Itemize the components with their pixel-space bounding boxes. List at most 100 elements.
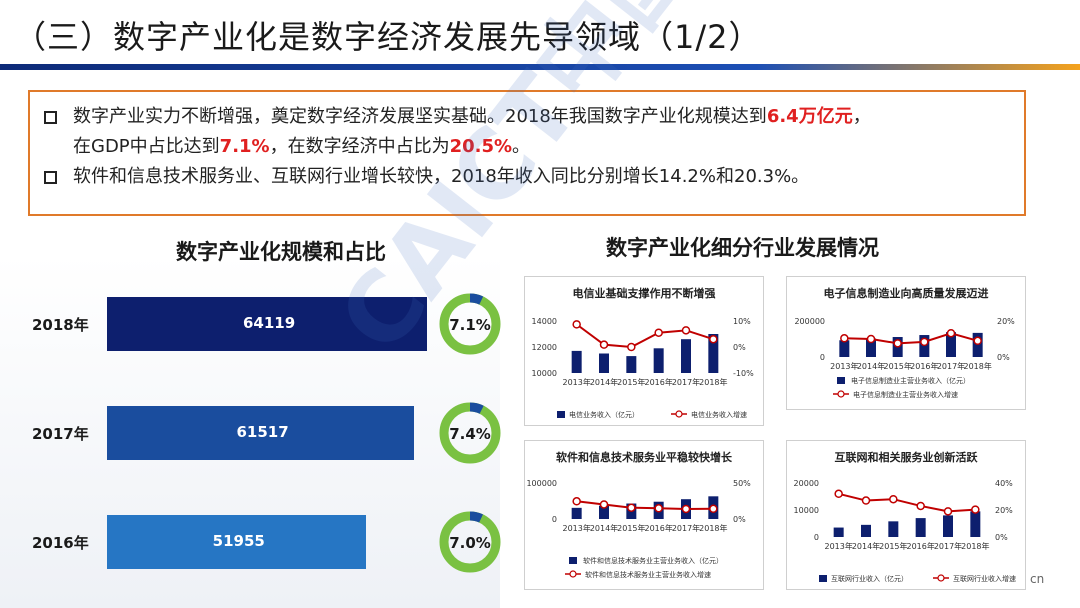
growth-point (916, 501, 925, 511)
panel-telecom: 电信业基础支撑作用不断增强 10000 12000 14000 -10% 0% 10% 20… (524, 276, 764, 426)
growth-line (576, 500, 714, 510)
bar-value-label: 51955 (212, 532, 265, 550)
legend-bar-swatch (569, 557, 577, 564)
donut-share-segment (439, 402, 501, 464)
growth-line (838, 492, 976, 513)
x-tick-label: 2014年 (590, 377, 618, 387)
x-tick-label: 2018年 (699, 523, 727, 533)
bar (599, 353, 609, 373)
x-tick-label: 2018年 (963, 361, 991, 371)
growth-point (971, 505, 980, 514)
panel-electronics: 电子信息制造业向高质量发展迈进 0 200000 0% 20% 2013年 2014年 20… (786, 276, 1026, 410)
bar (970, 511, 981, 537)
y2-tick-label: 50% (733, 479, 751, 488)
share-label: 7.1% (449, 316, 491, 334)
legend-line-marker (937, 574, 945, 582)
bullet-1-text-b: ， (852, 106, 871, 127)
growth-point (681, 504, 691, 514)
growth-point (861, 496, 871, 505)
y2-tick-label: -10% (733, 369, 754, 378)
x-tick-label: 2014年 (857, 361, 885, 371)
x-tick-label: 2016年 (910, 361, 938, 371)
legend-bar-swatch (819, 575, 827, 582)
growth-point (946, 328, 956, 338)
right-chart-title: 数字产业化细分行业发展情况 (606, 236, 879, 260)
growth-point (840, 334, 849, 343)
bar (708, 334, 719, 373)
growth-point (654, 328, 663, 337)
legend-line-marker (675, 410, 683, 418)
y-tick-label: 100000 (526, 479, 557, 488)
growth-point (599, 500, 609, 509)
bar (888, 521, 899, 537)
bar (833, 527, 844, 537)
growth-point (709, 334, 718, 344)
legend-bar-label: 电信业务收入（亿元） (569, 410, 639, 419)
highlight-gdp-share: 7.1% (219, 136, 270, 157)
y-tick-label: 10000 (532, 369, 557, 378)
y2-tick-label: 0% (733, 343, 746, 352)
bullet-1-text-d: ，在数字经济中占比为 (269, 136, 450, 157)
bar-category-label: 2018年 (32, 316, 89, 334)
donut-share-segment (439, 511, 501, 573)
bar (861, 524, 871, 537)
growth-point (572, 320, 581, 329)
page-title: （三）数字产业化是数字经济发展先导领域（1/2） (14, 18, 762, 56)
electronics-chart-svg: 0 200000 0% 20% 2013年2014年2015年2016年2017年201… (794, 317, 1015, 399)
growth-point (834, 489, 843, 499)
growth-point (627, 342, 636, 352)
bar-category-label: 2017年 (32, 425, 89, 443)
highlight-scale: 6.4万亿元 (766, 106, 853, 127)
bar (915, 518, 926, 537)
legend-line-label: 电信业务收入增速 (691, 410, 747, 419)
bar-value-label: 61517 (236, 423, 289, 441)
growth-point (572, 497, 581, 506)
y-tick-label: 0 (552, 515, 557, 524)
legend-line-label: 互联网行业收入增速 (953, 574, 1016, 583)
y-tick-label: 0 (814, 533, 819, 542)
checkbox-square-icon (44, 111, 57, 124)
x-tick-label: 2018年 (961, 541, 989, 551)
y-tick-label: 12000 (532, 343, 557, 352)
growth-point (709, 504, 718, 514)
bar (571, 507, 582, 519)
bar (839, 340, 850, 357)
bar (626, 356, 637, 373)
x-tick-label: 2017年 (934, 541, 962, 551)
growth-point (943, 507, 953, 516)
share-label: 7.4% (449, 425, 491, 443)
growth-point (889, 494, 898, 504)
bar (599, 505, 609, 519)
y-tick-label: 200000 (794, 317, 825, 326)
share-donut: 7.1% (439, 293, 501, 355)
x-tick-label: 2014年 (590, 523, 618, 533)
bar-category-label: 2016年 (32, 534, 89, 552)
panel-electronics-title: 电子信息制造业向高质量发展迈进 (823, 287, 989, 300)
bullet-2-text: 软件和信息技术服务业、互联网行业增长较快，2018年收入同比分别增长14.2%和… (73, 166, 810, 187)
growth-point (681, 326, 691, 335)
highlight-economy-share: 20.5% (449, 136, 513, 157)
share-donut: 7.4% (439, 402, 501, 464)
growth-line (844, 332, 978, 345)
bar (681, 339, 691, 373)
checkbox-square-icon (44, 171, 57, 184)
x-tick-label: 2015年 (879, 541, 907, 551)
x-tick-label: 2016年 (644, 523, 672, 533)
legend-line-label: 电子信息制造业主营业务收入增速 (853, 390, 958, 399)
edge-text: cn (1030, 572, 1045, 586)
panel-software: 软件和信息技术服务业平稳较快增长 0 100000 0% 50% 2013年 2014年 2… (524, 440, 764, 590)
y2-tick-label: 0% (995, 533, 1008, 542)
legend-bar-label: 软件和信息技术服务业主营业务收入（亿元） (583, 556, 723, 565)
panel-internet-title: 互联网和相关服务业创新活跃 (834, 451, 978, 464)
bar (653, 348, 664, 373)
y2-tick-label: 20% (997, 317, 1015, 326)
x-tick-label: 2014年 (852, 541, 880, 551)
panel-telecom-title: 电信业基础支撑作用不断增强 (572, 287, 716, 300)
bullet-1-text-c: 在GDP中占比达到 (73, 136, 220, 157)
bullet-1-text: 数字产业实力不断增强，奠定数字经济发展坚实基础。2018年我国数字产业化规模达到… (73, 102, 871, 162)
x-tick-label: 2013年 (824, 541, 852, 551)
title-divider (0, 64, 1080, 70)
y2-tick-label: 40% (995, 479, 1013, 488)
x-tick-label: 2018年 (699, 377, 727, 387)
x-tick-label: 2013年 (830, 361, 858, 371)
